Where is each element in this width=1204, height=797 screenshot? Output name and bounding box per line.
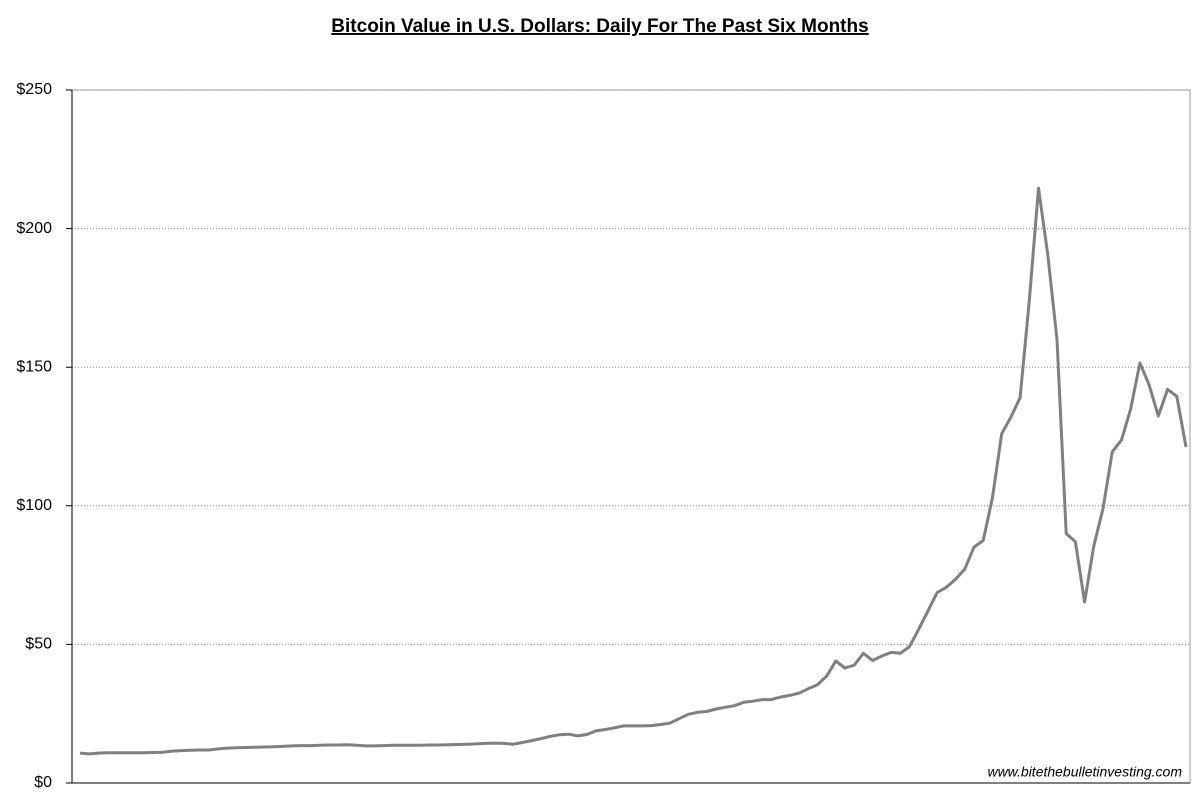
y-tick-label: $50 bbox=[25, 636, 52, 653]
y-tick-label: $100 bbox=[16, 497, 52, 514]
plot-area bbox=[71, 89, 1191, 784]
y-tick-label: $200 bbox=[16, 220, 52, 237]
y-tick-label: $150 bbox=[16, 358, 52, 375]
chart-title: Bitcoin Value in U.S. Dollars: Daily For… bbox=[331, 16, 868, 37]
watermark: www.bitethebulletinvesting.com bbox=[987, 764, 1182, 780]
data-line bbox=[79, 186, 1188, 756]
y-tick-label: $250 bbox=[16, 81, 52, 98]
y-tick-label: $0 bbox=[34, 774, 52, 791]
